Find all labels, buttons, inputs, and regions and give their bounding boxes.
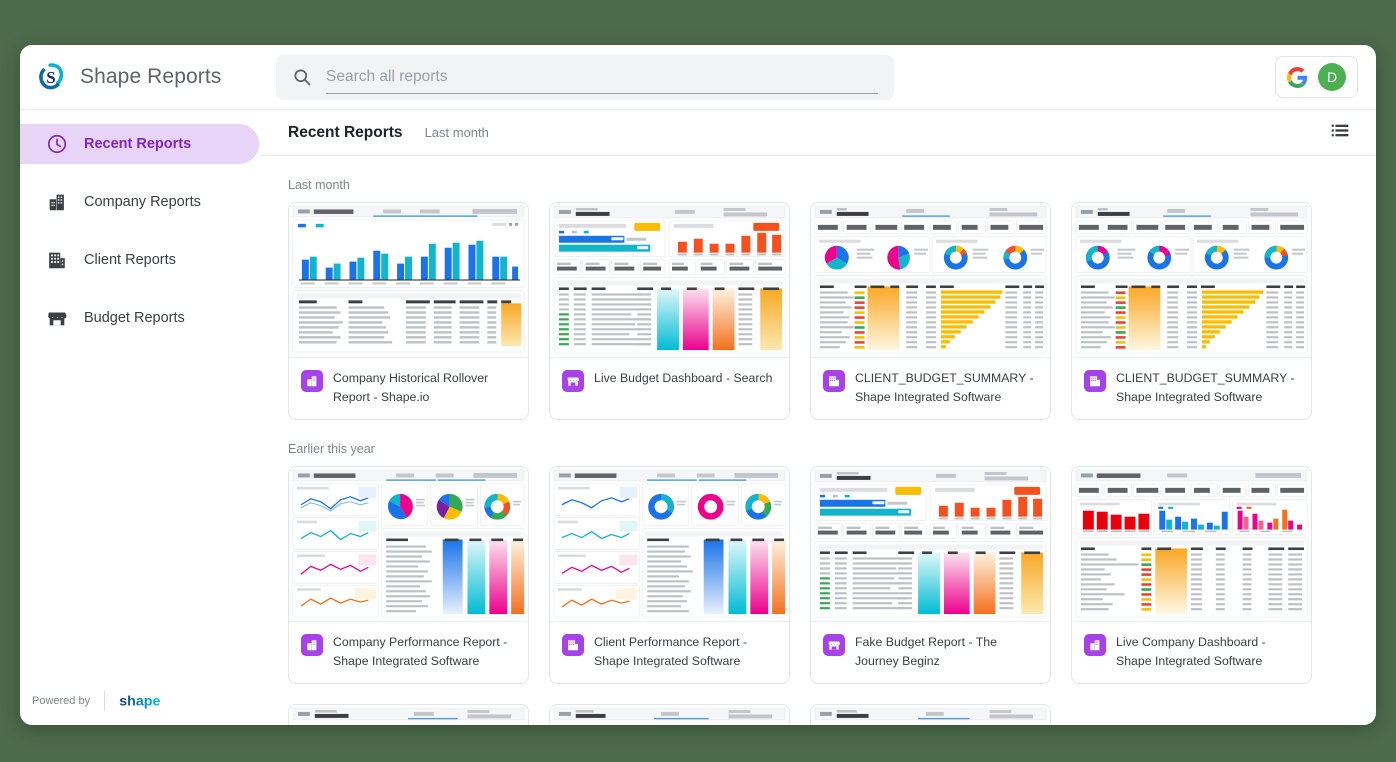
- client-report-icon: [562, 634, 584, 657]
- footer-divider: [104, 691, 106, 711]
- report-thumbnail: [289, 705, 528, 725]
- report-card-title: CLIENT_BUDGET_SUMMARY - Shape Integrated…: [855, 371, 1034, 405]
- app-window: S Shape Reports D: [20, 45, 1376, 725]
- budget-report-icon: [823, 634, 845, 657]
- main-header: Recent Reports Last month: [260, 110, 1376, 156]
- page-title: Recent Reports: [288, 123, 403, 141]
- report-thumbnail: [550, 467, 789, 623]
- sidebar-item-recent-reports[interactable]: Recent Reports: [20, 124, 259, 164]
- powered-by-label: Powered by: [32, 695, 91, 707]
- main-content: Recent Reports Last month Last month: [260, 110, 1376, 725]
- report-thumbnail: [289, 203, 528, 358]
- report-card-footer: Fake Budget Report - The Journey Beginz: [811, 622, 1050, 683]
- powered-by-footer: Powered by shape: [20, 691, 260, 711]
- search-bar[interactable]: [276, 54, 894, 100]
- page-subtitle: Last month: [424, 125, 489, 140]
- app-header: S Shape Reports D: [20, 45, 1376, 110]
- company-report-icon: [301, 370, 323, 392]
- report-card[interactable]: [810, 704, 1051, 725]
- report-card[interactable]: Live Budget Dashboard - Search: [549, 202, 790, 421]
- report-card[interactable]: Live Company Dashboard - Shape Integrate…: [1071, 466, 1312, 685]
- report-card[interactable]: Client Performance Report - Shape Integr…: [549, 466, 790, 685]
- report-thumbnail: [811, 705, 1050, 725]
- client-building-icon: [46, 249, 68, 271]
- search-input[interactable]: [326, 68, 878, 86]
- report-card-footer: Company Historical Rollover Report - Sha…: [289, 358, 528, 419]
- report-card-footer: Live Company Dashboard - Shape Integrate…: [1072, 622, 1311, 683]
- svg-text:S: S: [46, 68, 55, 87]
- body: Recent Reports Company Reports: [20, 110, 1376, 725]
- shape-wordmark-logo: shape: [119, 692, 187, 710]
- office-building-icon: [46, 191, 68, 213]
- company-report-icon: [1084, 634, 1106, 657]
- report-card[interactable]: Company Performance Report - Shape Integ…: [288, 466, 529, 685]
- group-label: Last month: [288, 178, 350, 192]
- report-card-title: Company Performance Report - Shape Integ…: [333, 635, 508, 669]
- report-card-footer: Client Performance Report - Shape Integr…: [550, 622, 789, 683]
- report-card-footer: Company Performance Report - Shape Integ…: [289, 622, 528, 683]
- report-thumbnail: [811, 203, 1050, 358]
- reports-grid: Company Historical Rollover Report - Sha…: [288, 202, 1350, 421]
- report-card-title: Live Company Dashboard - Shape Integrate…: [1116, 635, 1266, 669]
- group-label: Earlier this year: [288, 442, 375, 457]
- sidebar-item-label: Budget Reports: [84, 310, 185, 326]
- reports-scroll-area[interactable]: Last month: [260, 156, 1376, 725]
- report-thumbnail: [289, 467, 528, 623]
- report-card-title: Client Performance Report - Shape Integr…: [594, 635, 748, 669]
- sidebar-item-budget-reports[interactable]: Budget Reports: [20, 298, 259, 338]
- report-card[interactable]: Fake Budget Report - The Journey Beginz: [810, 466, 1051, 685]
- report-thumbnail: [811, 467, 1050, 623]
- google-g-icon: [1287, 66, 1308, 88]
- report-card[interactable]: [288, 704, 529, 725]
- report-card-title: Live Budget Dashboard - Search: [594, 371, 773, 385]
- client-report-icon: [823, 370, 845, 392]
- brand: S Shape Reports: [34, 60, 262, 94]
- company-report-icon: [301, 634, 323, 657]
- reports-grid: [288, 704, 1350, 725]
- budget-report-icon: [562, 370, 584, 392]
- report-card-title: Fake Budget Report - The Journey Beginz: [855, 635, 997, 669]
- search-underline: [326, 92, 878, 94]
- report-card[interactable]: [549, 704, 790, 725]
- report-card-title: CLIENT_BUDGET_SUMMARY - Shape Integrated…: [1116, 371, 1295, 405]
- sidebar-item-label: Company Reports: [84, 194, 201, 210]
- report-card[interactable]: CLIENT_BUDGET_SUMMARY - Shape Integrated…: [1071, 202, 1312, 421]
- report-card-footer: Live Budget Dashboard - Search: [550, 358, 789, 410]
- report-card-title: Company Historical Rollover Report - Sha…: [333, 371, 489, 405]
- report-thumbnail: [550, 705, 789, 725]
- sidebar: Recent Reports Company Reports: [20, 110, 260, 725]
- storefront-icon: [46, 307, 68, 329]
- list-view-icon[interactable]: [1330, 120, 1350, 145]
- account-chip[interactable]: D: [1275, 56, 1358, 98]
- report-thumbnail: [1072, 203, 1311, 358]
- report-card[interactable]: Company Historical Rollover Report - Sha…: [288, 202, 529, 421]
- report-thumbnail: [550, 203, 789, 358]
- sidebar-item-label: Client Reports: [84, 252, 176, 268]
- clock-icon: [46, 133, 68, 155]
- shape-s-logo-icon: S: [34, 60, 68, 94]
- report-card-footer: CLIENT_BUDGET_SUMMARY - Shape Integrated…: [811, 358, 1050, 419]
- sidebar-item-client-reports[interactable]: Client Reports: [20, 240, 259, 280]
- report-card[interactable]: CLIENT_BUDGET_SUMMARY - Shape Integrated…: [810, 202, 1051, 421]
- svg-text:shape: shape: [119, 694, 160, 710]
- search-icon: [292, 67, 312, 87]
- avatar[interactable]: D: [1318, 63, 1346, 91]
- sidebar-item-label: Recent Reports: [84, 136, 192, 152]
- report-card-footer: CLIENT_BUDGET_SUMMARY - Shape Integrated…: [1072, 358, 1311, 419]
- sidebar-item-company-reports[interactable]: Company Reports: [20, 182, 259, 222]
- report-thumbnail: [1072, 467, 1311, 623]
- client-report-icon: [1084, 370, 1106, 392]
- brand-title: Shape Reports: [80, 65, 222, 88]
- reports-grid: Company Performance Report - Shape Integ…: [288, 466, 1350, 685]
